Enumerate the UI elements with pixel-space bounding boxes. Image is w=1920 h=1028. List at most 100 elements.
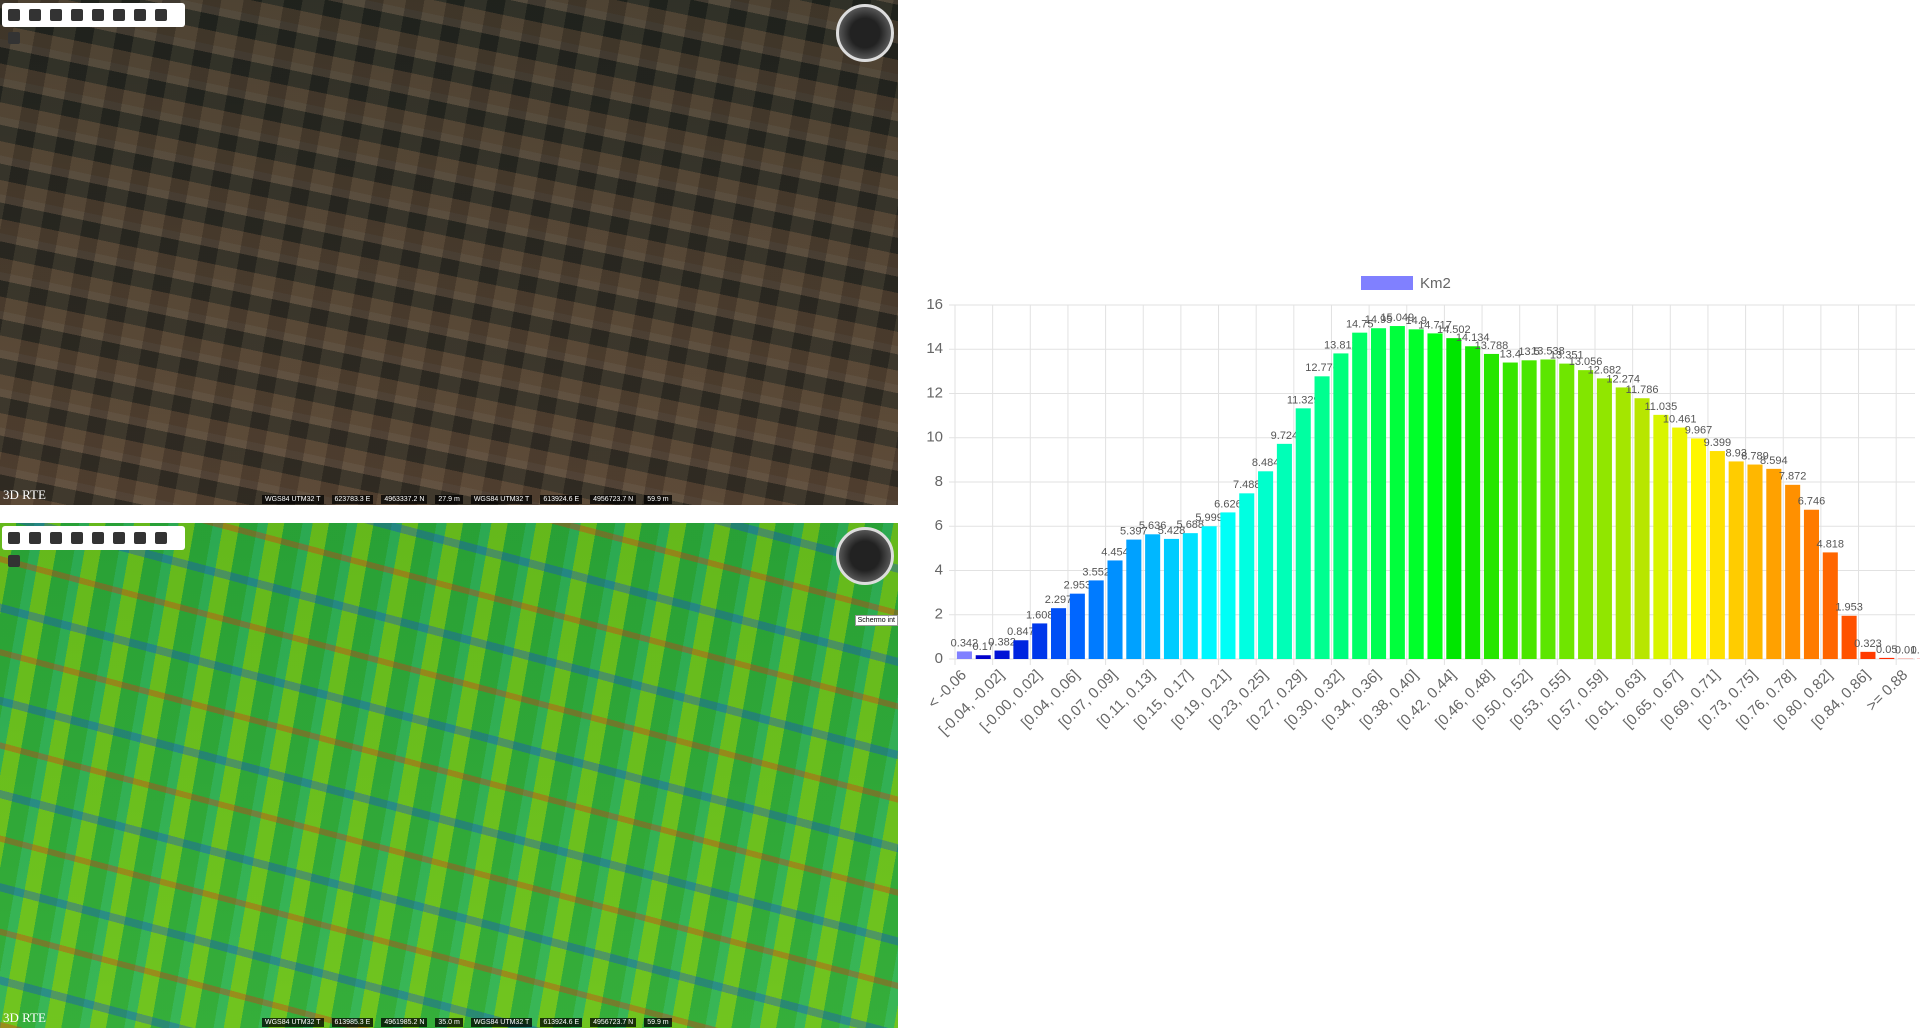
- value-label: 0.382: [988, 636, 1016, 648]
- value-label: 1.953: [1835, 602, 1863, 614]
- status-item: 613924.6 E: [540, 495, 583, 504]
- bar: [1126, 539, 1142, 659]
- value-label: 13.056: [1569, 356, 1603, 368]
- value-label: 8.484: [1252, 457, 1280, 469]
- bar: [1596, 378, 1612, 659]
- value-label: 15.049: [1381, 312, 1415, 324]
- status-item: 27.9 m: [435, 495, 463, 504]
- compass[interactable]: [836, 4, 894, 62]
- bar: [1615, 387, 1631, 659]
- bar: [1785, 484, 1801, 659]
- bar: [1559, 363, 1575, 659]
- bar: [1295, 408, 1311, 659]
- bar: [1258, 471, 1274, 659]
- bar: [1427, 333, 1443, 659]
- bar: [1860, 651, 1876, 659]
- value-label: 1.608: [1026, 609, 1054, 621]
- status-item: WGS84 UTM32 T: [470, 1018, 533, 1027]
- bar: [1389, 326, 1405, 659]
- value-label: 0.323: [1854, 638, 1882, 650]
- value-label: 8.93: [1725, 447, 1746, 459]
- map-label: 3D RTE: [3, 1010, 46, 1025]
- status-bar: WGS84 UTM32 T 613985.3 E 4961985.2 N 35.0 m…: [262, 1018, 672, 1027]
- status-item: 4961985.2 N: [381, 1018, 428, 1027]
- map-view-rgb[interactable]: 3D RTE WGS84 UTM32 T 623783.3 E 4963337.2 …: [0, 0, 898, 505]
- bar: [1352, 332, 1368, 659]
- status-item: WGS84 UTM32 T: [470, 495, 533, 504]
- bar: [1182, 533, 1198, 659]
- legend-label: Km2: [1420, 275, 1451, 292]
- bar: [1145, 534, 1161, 659]
- value-label: 8.789: [1741, 450, 1769, 462]
- value-label: 13.538: [1531, 345, 1565, 357]
- y-tick-label: 4: [935, 561, 943, 578]
- y-tick-label: 14: [926, 340, 943, 357]
- y-tick-label: 2: [935, 606, 943, 623]
- bar: [1220, 512, 1236, 659]
- bar: [956, 651, 972, 659]
- bar: [1107, 560, 1123, 659]
- value-label: 14.75: [1346, 319, 1374, 331]
- bar: [1803, 509, 1819, 659]
- value-label: 11.035: [1644, 401, 1677, 413]
- status-item: WGS84 UTM32 T: [262, 495, 324, 504]
- value-label: 14.95: [1365, 314, 1393, 326]
- value-label: 4.818: [1817, 538, 1845, 550]
- value-label: 5.397: [1120, 525, 1148, 537]
- bar: [1239, 493, 1255, 659]
- value-label: 9.724: [1271, 430, 1299, 442]
- value-label: 0.05: [1876, 644, 1897, 656]
- tooltip: Schermo int: [854, 615, 898, 626]
- value-label: 7.488: [1233, 479, 1261, 491]
- bar: [1747, 464, 1763, 659]
- bar: [1578, 370, 1594, 659]
- y-tick-label: 16: [926, 296, 943, 313]
- bar: [994, 650, 1010, 659]
- status-item: 623783.3 E: [331, 495, 374, 504]
- bar: [1465, 346, 1481, 659]
- status-item: 59.9 m: [644, 1018, 672, 1027]
- value-label: 5.999: [1195, 512, 1223, 524]
- value-label: 6.746: [1798, 496, 1826, 508]
- bar: [1653, 414, 1669, 659]
- bar: [1408, 329, 1424, 659]
- map-view-ndvi[interactable]: Schermo int 3D RTE WGS84 UTM32 T 613985.3…: [0, 523, 898, 1028]
- bar: [1032, 623, 1048, 659]
- y-tick-label: 6: [935, 517, 943, 534]
- value-label: 14.134: [1456, 332, 1490, 344]
- status-item: 613924.6 E: [540, 1018, 583, 1027]
- value-label: 13.351: [1550, 350, 1584, 362]
- status-item: 613985.3 E: [331, 1018, 374, 1027]
- bar: [1276, 443, 1292, 659]
- value-label: 13.5: [1518, 346, 1539, 358]
- value-label: 0.01: [1895, 645, 1916, 657]
- bar: [1691, 438, 1707, 659]
- value-label: 5.636: [1139, 520, 1167, 532]
- compass[interactable]: [836, 527, 894, 585]
- bar: [1201, 526, 1217, 659]
- legend-swatch: [1361, 276, 1413, 290]
- y-tick-label: 12: [926, 384, 943, 401]
- value-label: 13.788: [1475, 340, 1509, 352]
- value-label: 14.717: [1418, 319, 1452, 331]
- bar: [1446, 338, 1462, 659]
- value-label: 13.812: [1324, 339, 1358, 351]
- bar: [1709, 451, 1725, 659]
- value-label: 9.967: [1685, 424, 1713, 436]
- value-label: 7.872: [1779, 471, 1807, 483]
- map-toolbar[interactable]: [2, 526, 185, 567]
- bar: [1069, 593, 1085, 659]
- bar: [1502, 362, 1518, 659]
- value-label: 5.688: [1177, 519, 1205, 531]
- bar: [1728, 461, 1744, 659]
- bar: [1841, 615, 1857, 659]
- value-label: 12.682: [1588, 364, 1622, 376]
- bar: [1333, 353, 1349, 659]
- value-label: 9.399: [1704, 437, 1732, 449]
- bar: [1483, 353, 1499, 659]
- value-label: 13.4: [1500, 348, 1521, 360]
- value-label: 5.428: [1158, 525, 1186, 537]
- map-toolbar[interactable]: [2, 3, 185, 44]
